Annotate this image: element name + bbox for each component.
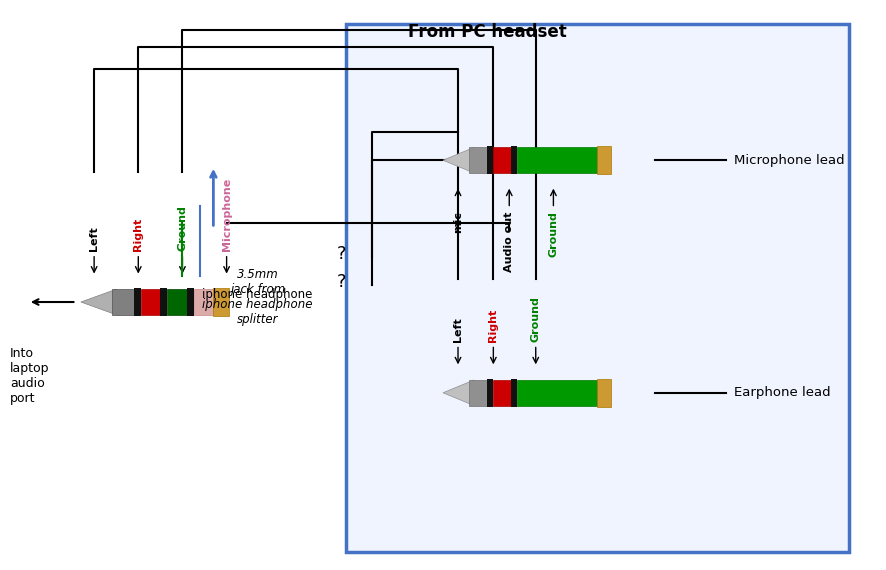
Text: 3.5mm
jack from
iphone headphone
splitter: 3.5mm jack from iphone headphone splitte… (202, 268, 313, 326)
Text: Ground: Ground (548, 211, 558, 257)
Polygon shape (443, 380, 474, 405)
Text: From PC headset: From PC headset (408, 23, 566, 41)
Text: Microphone: Microphone (222, 178, 231, 251)
Text: iphone headphone: iphone headphone (202, 288, 313, 301)
Bar (487, 146, 494, 174)
Bar (487, 378, 494, 407)
Bar (517, 380, 596, 405)
Text: Left: Left (89, 226, 99, 251)
Bar (214, 288, 229, 316)
Bar (494, 148, 511, 173)
Bar (194, 289, 214, 315)
Text: ?: ? (337, 273, 346, 291)
Text: Microphone lead: Microphone lead (734, 154, 845, 166)
Text: Left: Left (453, 317, 463, 342)
Bar (141, 289, 160, 315)
Text: Audio out: Audio out (504, 211, 514, 272)
Bar (511, 146, 517, 174)
Bar (596, 378, 610, 407)
Bar (511, 378, 517, 407)
Text: Into
laptop
audio
port: Into laptop audio port (11, 347, 50, 405)
Bar (187, 288, 194, 316)
Text: Ground: Ground (177, 205, 188, 251)
Text: ?: ? (337, 245, 346, 263)
Bar (470, 380, 487, 405)
Bar (494, 380, 511, 405)
Polygon shape (443, 148, 474, 173)
Text: Right: Right (488, 308, 498, 342)
Bar (160, 288, 167, 316)
Text: Right: Right (133, 218, 144, 251)
Text: Earphone lead: Earphone lead (734, 386, 831, 399)
Text: Ground: Ground (531, 296, 540, 342)
Bar (134, 288, 141, 316)
Bar (112, 289, 134, 315)
FancyBboxPatch shape (346, 24, 850, 552)
Text: mic: mic (453, 211, 463, 233)
Polygon shape (81, 289, 116, 315)
Bar (470, 148, 487, 173)
Bar (517, 148, 596, 173)
Bar (596, 146, 610, 174)
Bar (167, 289, 187, 315)
